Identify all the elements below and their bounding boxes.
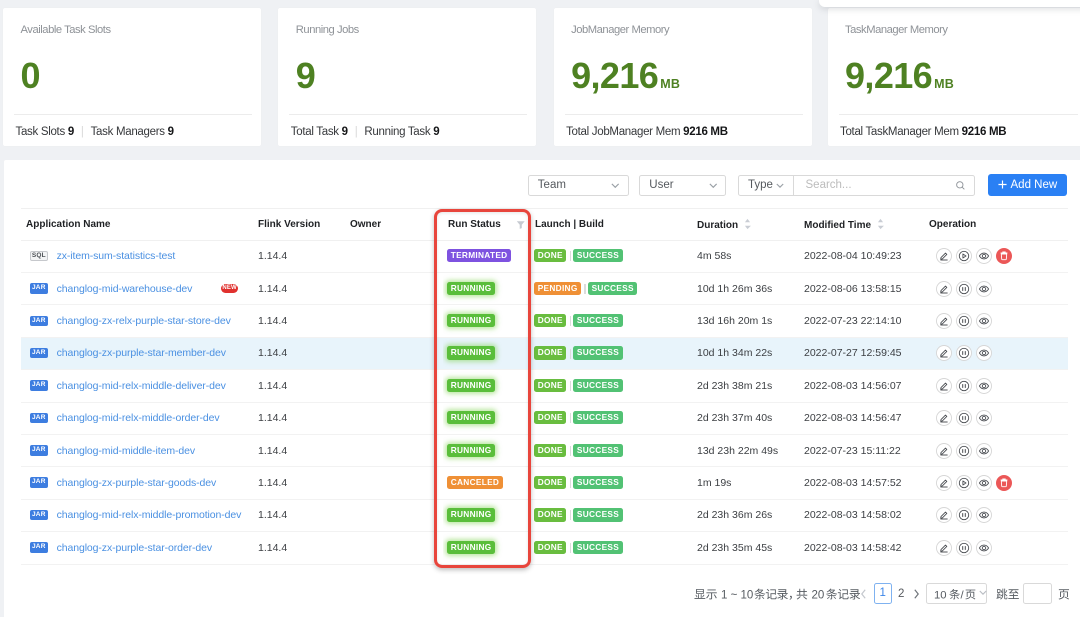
svg-text:/: / — [961, 589, 965, 601]
svg-text:20: 20 — [812, 589, 825, 601]
svg-text:10: 10 — [934, 589, 947, 601]
svg-text:1 ~ 10: 1 ~ 10 — [721, 589, 753, 601]
